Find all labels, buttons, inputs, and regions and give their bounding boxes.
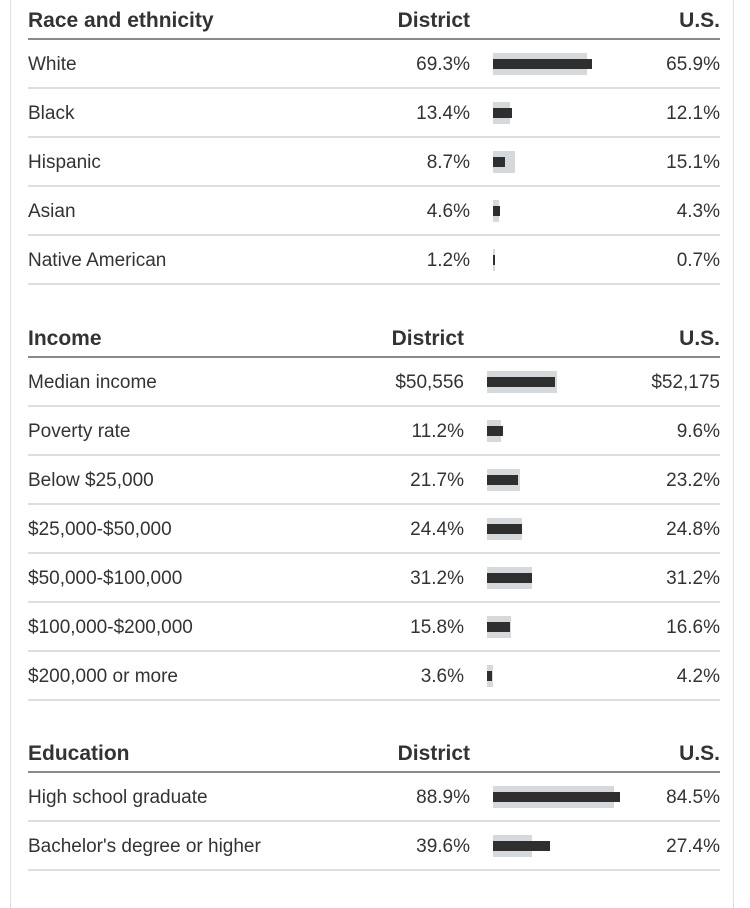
district-value: 11.2% [411,421,464,442]
column-header-district: District [397,9,470,32]
column-header-district: District [391,327,464,350]
us-value: 4.2% [676,666,720,687]
us-value: 84.5% [666,787,720,808]
us-value: 65.9% [666,54,720,75]
district-value: 21.7% [410,470,464,491]
row-label: Black [28,103,75,124]
section-title: Income [28,327,102,350]
table-row: Bachelor's degree or higher 39.6% 27.4% [28,822,720,871]
table-row: $50,000-$100,000 31.2% 31.2% [28,554,720,603]
table-row: Hispanic 8.7% 15.1% [28,138,720,187]
section-title: Education [28,742,130,765]
district-value: 13.4% [416,103,470,124]
district-bar [493,108,513,118]
table-header: Income District U.S. [28,318,720,358]
table-row: Below $25,000 21.7% 23.2% [28,456,720,505]
us-value: 16.6% [666,617,720,638]
row-label: $200,000 or more [28,666,178,687]
column-header-us: U.S. [679,9,720,32]
district-value: 31.2% [410,568,464,589]
table-income: Income District U.S. Median income $50,556 $5… [28,318,720,701]
section-title: Race and ethnicity [28,9,214,32]
table-row: Native American 1.2% 0.7% [28,236,720,285]
table-row: $25,000-$50,000 24.4% 24.8% [28,505,720,554]
district-bar [487,524,522,534]
row-label: $25,000-$50,000 [28,519,172,540]
table-row: $200,000 or more 3.6% 4.2% [28,652,720,701]
us-value: 15.1% [666,152,720,173]
us-value: 12.1% [666,103,720,124]
us-value: 0.7% [676,250,720,271]
district-value: 39.6% [416,836,470,857]
table-row: Black 13.4% 12.1% [28,89,720,138]
table-race: Race and ethnicity District U.S. White 69.3%… [28,0,720,285]
table-row: $100,000-$200,000 15.8% 16.6% [28,603,720,652]
district-bar [487,377,555,387]
row-label: Bachelor's degree or higher [28,836,261,857]
table-header: Education District U.S. [28,733,720,773]
us-value: 27.4% [666,836,720,857]
us-value: 23.2% [666,470,720,491]
table-header: Race and ethnicity District U.S. [28,0,720,40]
district-bar [493,255,495,265]
column-header-district: District [397,742,470,765]
district-bar [487,475,519,485]
page-frame [10,0,734,908]
district-bar [487,622,510,632]
row-label: White [28,54,77,75]
us-value: 31.2% [666,568,720,589]
table-row: Asian 4.6% 4.3% [28,187,720,236]
table-row: Median income $50,556 $52,175 [28,358,720,407]
district-bar [493,792,621,802]
district-bar [487,671,493,681]
district-value: $50,556 [395,372,464,393]
row-label: $50,000-$100,000 [28,568,183,589]
us-value: 24.8% [666,519,720,540]
row-label: Below $25,000 [28,470,154,491]
us-value: $52,175 [651,372,720,393]
table-education: Education District U.S. High school graduat… [28,733,720,871]
row-label: Native American [28,250,167,271]
district-bar [487,573,532,583]
district-bar [493,157,506,167]
table-row: High school graduate 88.9% 84.5% [28,773,720,822]
district-value: 88.9% [416,787,470,808]
row-label: $100,000-$200,000 [28,617,193,638]
row-label: Poverty rate [28,421,131,442]
row-label: Asian [28,201,76,222]
district-bar [493,841,550,851]
row-label: Hispanic [28,152,101,173]
district-value: 4.6% [426,201,470,222]
district-value: 15.8% [410,617,464,638]
district-bar [487,426,504,436]
column-header-us: U.S. [679,742,720,765]
district-value: 69.3% [416,54,470,75]
us-value: 4.3% [676,201,720,222]
table-row: Poverty rate 11.2% 9.6% [28,407,720,456]
district-value: 1.2% [426,250,470,271]
column-header-us: U.S. [679,327,720,350]
district-bar [493,59,593,69]
us-value: 9.6% [676,421,720,442]
district-value: 3.6% [420,666,464,687]
row-label: Median income [28,372,157,393]
district-value: 24.4% [410,519,464,540]
district-bar [493,206,500,216]
table-row: White 69.3% 65.9% [28,40,720,89]
row-label: High school graduate [28,787,208,808]
district-value: 8.7% [426,152,470,173]
